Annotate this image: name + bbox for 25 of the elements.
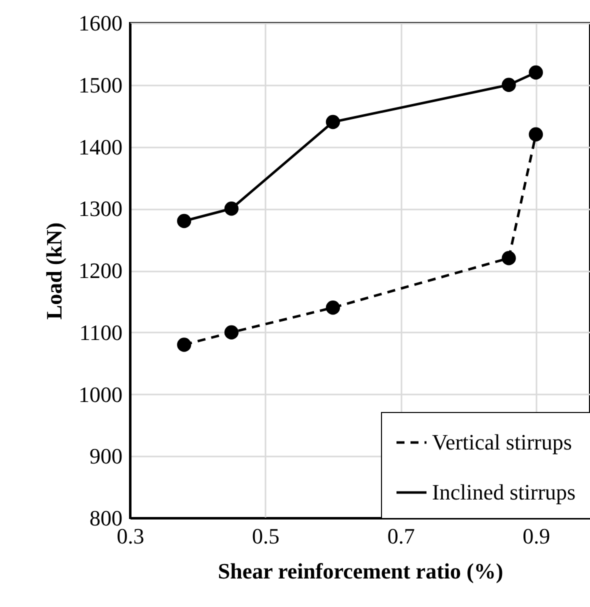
point [528, 65, 543, 80]
x-axis-title: Shear reinforcement ratio (%) [218, 558, 504, 584]
point [224, 325, 239, 340]
point [224, 202, 239, 216]
y-tick-label: 1600 [78, 10, 122, 36]
x-tick-label: 0.5 [252, 524, 280, 548]
y-tick-label: 1100 [79, 320, 122, 345]
y-tick-label: 1000 [78, 382, 122, 407]
y-tick-label: 1500 [78, 72, 122, 98]
point [502, 251, 516, 266]
point [502, 78, 516, 92]
y-tick-label: 1400 [78, 134, 122, 160]
point [177, 338, 192, 352]
x-tick-label: 0.7 [387, 524, 415, 548]
y-axis-title: Load (kN) [42, 222, 66, 320]
legend-label: Inclined stirrups [432, 480, 576, 504]
point [528, 127, 543, 142]
y-tick-label: 1200 [78, 258, 122, 283]
y-tick-label: 900 [90, 444, 122, 469]
point [326, 300, 340, 315]
y-tick-label: 1300 [78, 196, 122, 222]
legend-label: Vertical stirrups [432, 430, 572, 454]
point [326, 114, 340, 130]
x-tick-label: 0.9 [522, 524, 550, 548]
point [177, 214, 192, 228]
